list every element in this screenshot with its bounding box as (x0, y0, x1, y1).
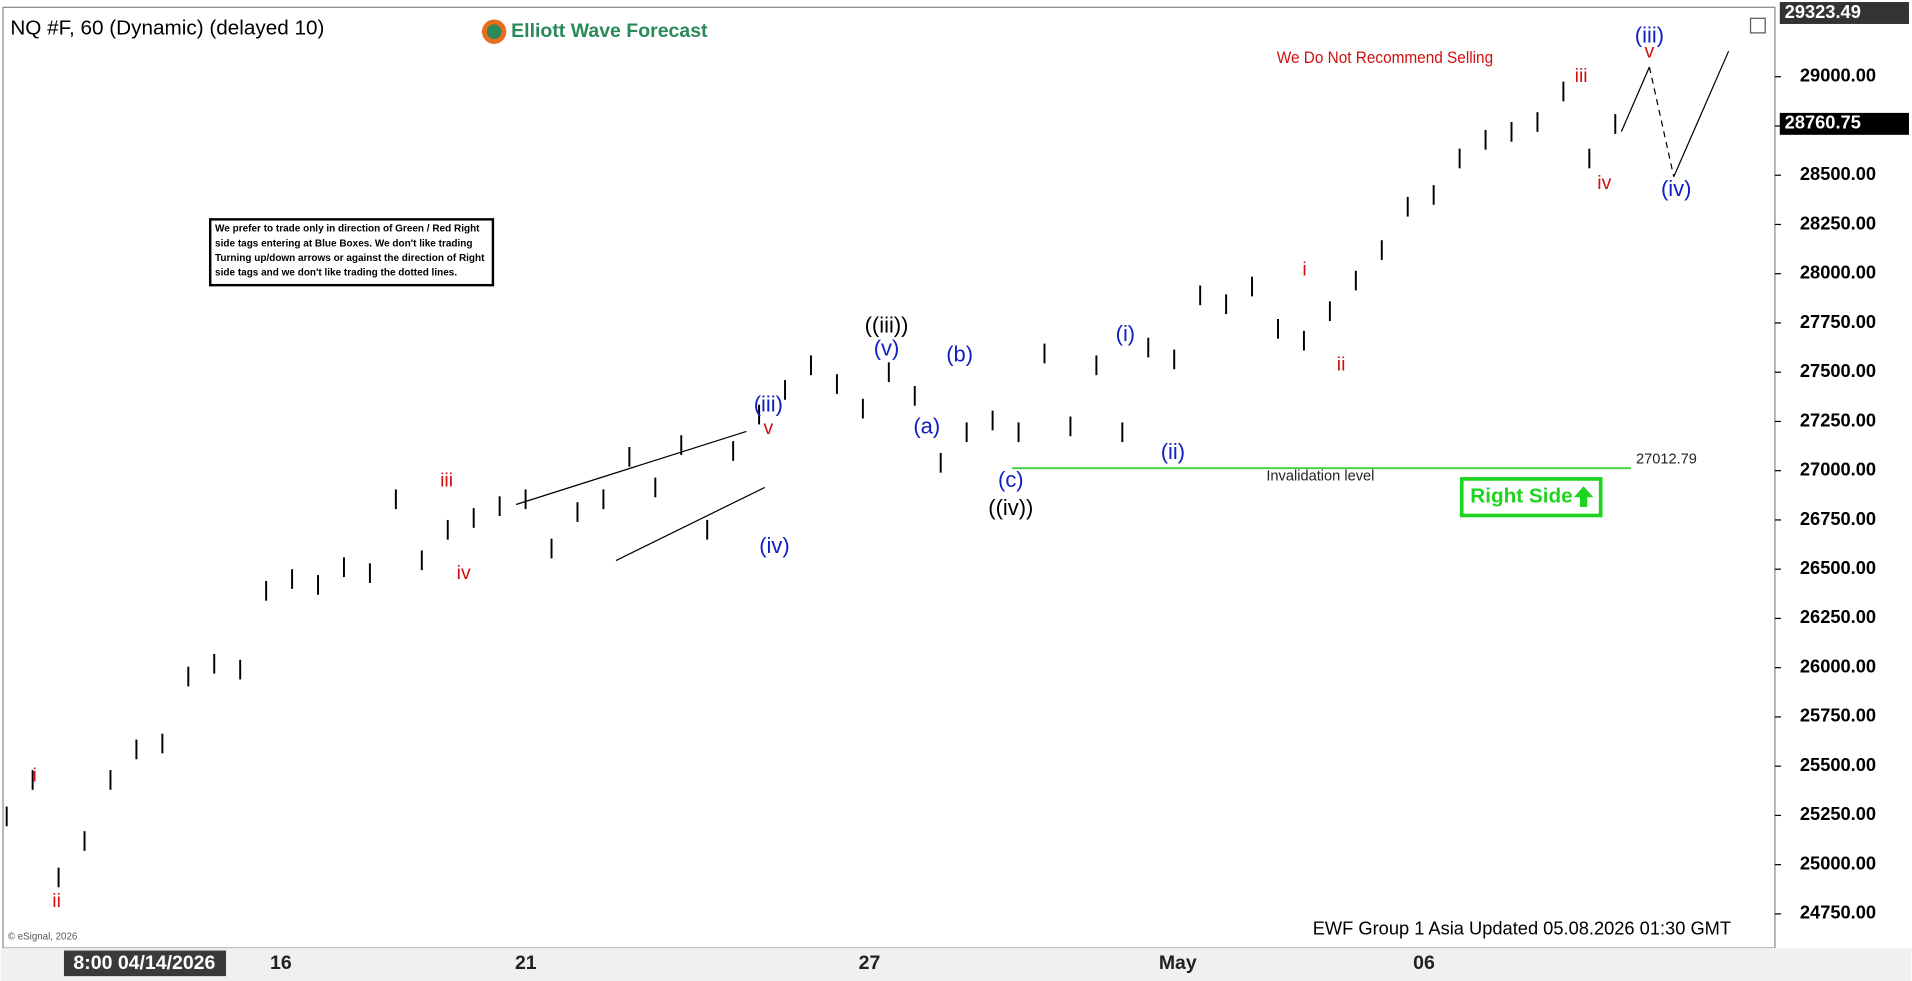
wave-label: (iii) (1635, 22, 1664, 47)
y-tick-label: 25750.00 (1800, 705, 1876, 726)
projection-line (1673, 50, 1730, 177)
y-tick-label: 28250.00 (1800, 212, 1876, 233)
wave-label: i (33, 764, 37, 786)
y-tick-label: 28000.00 (1800, 262, 1876, 283)
y-tick-label: 27750.00 (1800, 311, 1876, 332)
y-tick-label: 26750.00 (1800, 508, 1876, 529)
up-arrow (1573, 486, 1594, 507)
wave-label: (b) (946, 342, 973, 367)
window-icon (1749, 17, 1766, 34)
note-line: side tags entering at Blue Boxes. We don… (215, 238, 472, 249)
x-tick-label: 16 (270, 952, 292, 974)
y-tick-label: 27500.00 (1800, 360, 1876, 381)
wave-label: ((iv)) (988, 495, 1033, 520)
y-tick-label: 27250.00 (1800, 409, 1876, 430)
x-label-box (63, 950, 227, 977)
x-tick-label: 21 (515, 952, 537, 974)
x-tick-label: 27 (859, 952, 881, 974)
note-line: We prefer to trade only in direction of … (215, 224, 480, 235)
right-side-box (1459, 477, 1603, 518)
logo-icon-inner (486, 24, 502, 39)
note-box (208, 218, 495, 287)
wave-label: (a) (913, 414, 940, 439)
wave-label: iii (1575, 65, 1588, 87)
note-line: side tags and we don't like trading the … (215, 268, 457, 279)
y-tick-label: 25250.00 (1800, 803, 1876, 824)
wave-label: v (1645, 41, 1655, 63)
wave-label: ii (52, 890, 61, 912)
wave-label: v (763, 417, 773, 439)
top-price: 29323.49 (1785, 1, 1861, 22)
x-tick-label: 06 (1413, 952, 1435, 974)
y-tick-label: 27000.00 (1800, 459, 1876, 480)
chart-title: NQ #F, 60 (Dynamic) (delayed 10) (10, 17, 324, 40)
wave-label: (iv) (759, 533, 789, 558)
y-tick-label: 25500.00 (1800, 754, 1876, 775)
right-side-label: Right Side (1470, 485, 1572, 508)
x-tick-label: May (1159, 952, 1197, 974)
last-price-box (1779, 112, 1909, 135)
note-line: Turning up/down arrows or against the di… (215, 253, 485, 264)
wave-label: ((iii)) (865, 312, 909, 337)
invalidation-label: Invalidation level (1266, 469, 1374, 485)
wave-label: (i) (1116, 321, 1135, 346)
y-tick-label: 26000.00 (1800, 656, 1876, 677)
x-tick-label: 8:00 04/14/2026 (73, 952, 215, 974)
wave-label: (iii) (754, 392, 783, 417)
projection-line (1620, 66, 1650, 132)
copyright: © eSignal, 2026 (8, 932, 77, 943)
wave-label: (iv) (1661, 176, 1691, 201)
y-tick-label: 26250.00 (1800, 606, 1876, 627)
wave-label: (ii) (1161, 439, 1185, 464)
invalidation-value: 27012.79 (1636, 452, 1697, 468)
y-tick-label: 28500.00 (1800, 163, 1876, 184)
wave-label: i (1302, 259, 1306, 281)
warning: We Do Not Recommend Selling (1277, 48, 1493, 67)
x-axis-band (0, 948, 1912, 981)
footer: EWF Group 1 Asia Updated 05.08.2026 01:3… (1313, 918, 1731, 939)
wave-label: iv (457, 562, 471, 584)
y-tick-label: 26500.00 (1800, 557, 1876, 578)
y-tick-label: 25000.00 (1800, 852, 1876, 873)
wave-label: iv (1597, 172, 1611, 194)
last-price: 28760.75 (1785, 112, 1861, 133)
wedge-line (515, 430, 747, 506)
wave-label: (c) (998, 467, 1024, 492)
projection-dashed (1648, 66, 1675, 177)
y-tick-label: 29000.00 (1800, 65, 1876, 86)
wave-label: ii (1337, 354, 1346, 376)
brand: Elliott Wave Forecast (511, 20, 708, 42)
wave-label: (v) (874, 336, 900, 361)
y-tick-label: 24750.00 (1800, 902, 1876, 923)
top-price-box (1779, 2, 1909, 24)
wave-label: iii (440, 470, 453, 492)
wedge-line (615, 486, 765, 562)
